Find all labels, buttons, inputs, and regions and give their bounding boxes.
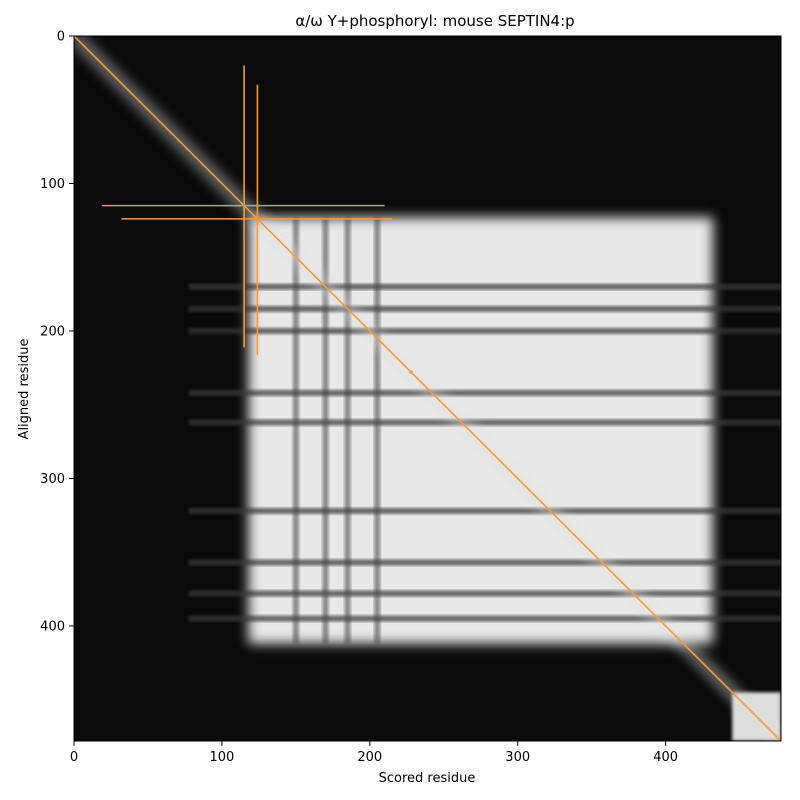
y-axis-label: Aligned residue xyxy=(17,339,32,440)
dark-band-row xyxy=(188,305,781,312)
dark-band-row xyxy=(188,419,781,426)
plot-frame xyxy=(73,35,782,742)
y-tick-label: 400 xyxy=(40,619,65,634)
y-tick-label: 300 xyxy=(40,472,65,487)
dark-band-row xyxy=(188,615,781,622)
dark-band-row xyxy=(188,327,781,334)
y-tick-label: 0 xyxy=(57,30,65,45)
dark-band-row xyxy=(188,559,781,566)
dark-bands xyxy=(188,217,781,644)
x-tick-label: 400 xyxy=(653,750,678,765)
dark-band-column xyxy=(344,217,351,644)
dark-band-column xyxy=(292,217,299,644)
x-tick-label: 0 xyxy=(70,750,78,765)
marker-point xyxy=(409,370,414,375)
dark-band-row xyxy=(188,507,781,514)
dark-band-column xyxy=(374,217,381,644)
dark-band-row xyxy=(188,389,781,396)
dark-band-row xyxy=(188,283,781,290)
x-axis-label: Scored residue xyxy=(379,771,476,786)
plot-area xyxy=(74,36,781,741)
x-tick-label: 100 xyxy=(209,750,234,765)
dark-band-column xyxy=(322,217,329,644)
dark-band-row xyxy=(188,590,781,597)
diagonal-line xyxy=(74,36,781,741)
x-tick-label: 300 xyxy=(505,750,530,765)
y-tick-label: 200 xyxy=(40,324,65,339)
chart-title: α/ω Y+phosphoryl: mouse SEPTIN4:p xyxy=(295,12,574,30)
y-axis: 0 100 200 300 400 xyxy=(40,30,74,634)
x-axis: 0 100 200 300 400 xyxy=(70,741,678,765)
x-tick-label: 200 xyxy=(357,750,382,765)
y-tick-label: 100 xyxy=(40,177,65,192)
